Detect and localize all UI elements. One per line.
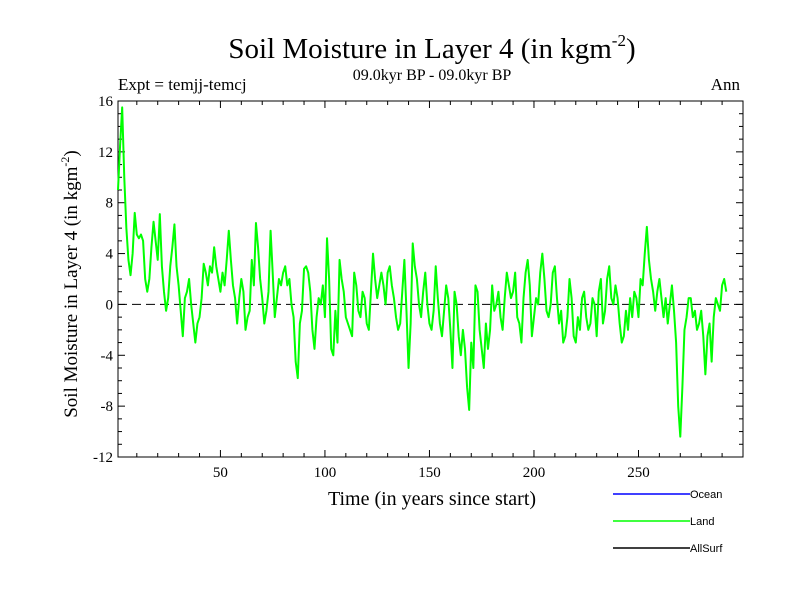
y-tick-label: 0 [106,297,114,313]
y-tick-label: 12 [98,145,113,161]
chart-title: Soil Moisture in Layer 4 (in kgm-2) [228,31,635,65]
x-tick-label: 250 [627,465,650,481]
chart-subtitle: 09.0kyr BP - 09.0kyr BP [353,67,512,84]
x-tick-label: 100 [314,465,337,481]
series-layer [117,106,728,438]
series-line-land [117,106,728,438]
legend: Ocean Land AllSurf [613,489,723,555]
y-tick-label: 4 [106,247,114,263]
x-tick-label: 150 [418,465,441,481]
legend-label-land: Land [690,516,714,528]
y-tick-label: -8 [101,399,114,415]
x-tick-label: 50 [213,465,228,481]
x-axis-label: Time (in years since start) [328,488,536,510]
y-axis-label: Soil Moisture in Layer 4 (in kgm-2) [58,150,82,418]
expt-label: Expt = temjj-temcj [118,75,247,94]
period-label: Ann [711,75,741,94]
y-tick-label: -4 [101,348,114,364]
legend-label-allsurf: AllSurf [690,543,723,555]
plot-frame [117,100,744,458]
y-tick-label: 8 [106,196,114,212]
legend-label-ocean: Ocean [690,489,722,501]
x-tick-label: 200 [523,465,546,481]
y-tick-label: -12 [93,450,113,466]
ticks-layer: 50 100 150 200 250 -12 -8 -4 0 4 8 12 16 [93,94,743,481]
y-tick-label: 16 [98,94,114,110]
